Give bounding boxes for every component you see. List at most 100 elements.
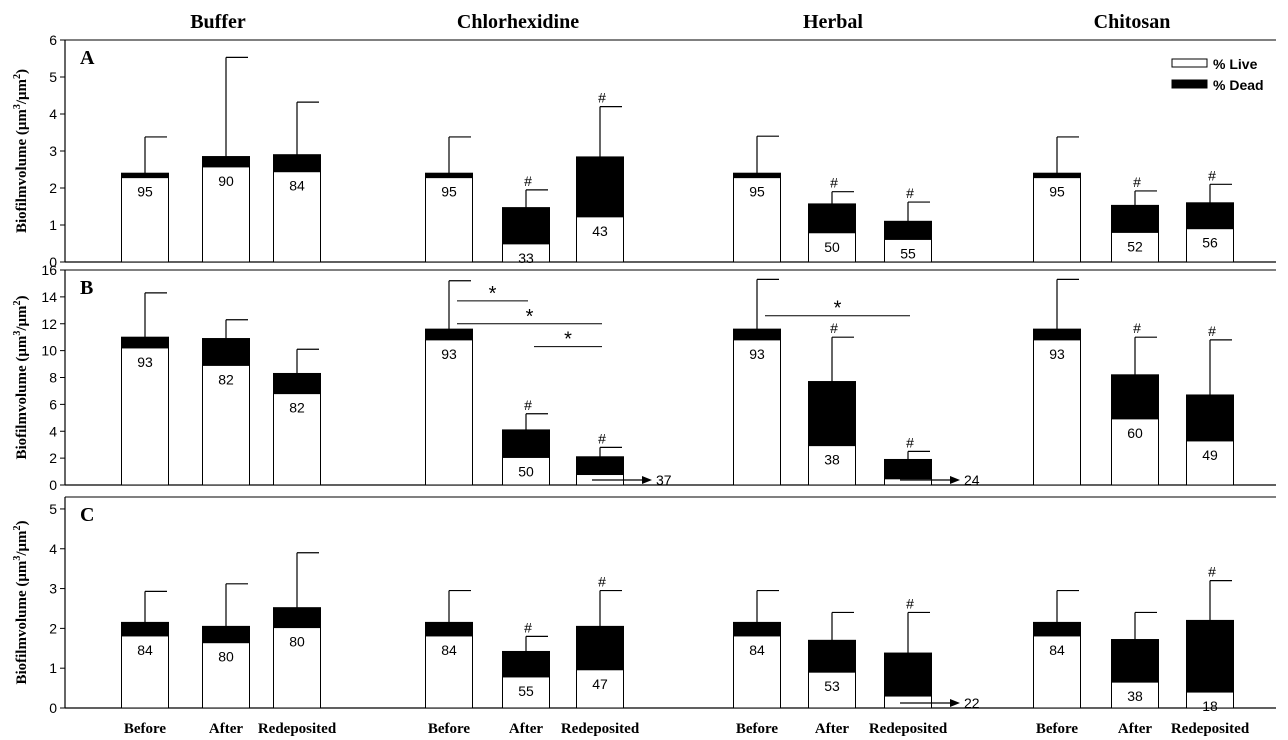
x-tick-label: Redeposited [258, 721, 337, 737]
bar-live-segment [1111, 231, 1159, 263]
bar-dead-segment [121, 336, 169, 349]
significance-star: * [526, 306, 534, 328]
significance-hash: # [598, 574, 606, 590]
y-tick-label: 1 [49, 660, 57, 676]
live-percent-label: 93 [749, 346, 765, 362]
bar-dead-segment [425, 621, 473, 637]
x-tick-label: After [1118, 721, 1152, 737]
live-percent-label: 55 [518, 683, 534, 699]
pct-arrow-head [950, 476, 960, 484]
bar-dead-segment [808, 203, 856, 234]
bar-live-segment [1186, 440, 1234, 486]
y-axis-label-part: Biofilmvolume (μm [14, 560, 30, 684]
live-percent-label: 47 [592, 676, 608, 692]
bar-live-segment [1186, 228, 1234, 263]
y-tick-label: 2 [49, 180, 57, 196]
x-tick-label: Before [736, 721, 779, 737]
bar-live-segment [202, 642, 250, 709]
bar-live-segment [121, 635, 169, 709]
y-axis-label-part: 2 [12, 300, 23, 305]
y-tick-label: 2 [49, 450, 57, 466]
legend: % Live % Dead [1171, 56, 1264, 93]
significance-hash: # [906, 185, 914, 201]
bar-live-segment [425, 339, 473, 486]
bar-dead-segment [1186, 202, 1234, 230]
bar-live-segment [502, 243, 550, 263]
y-axis-label: Biofilmvolume (μm3/μm2) [12, 520, 30, 684]
live-percent-label: 53 [824, 678, 840, 694]
live-percent-label: 50 [518, 463, 534, 479]
live-percent-label: 24 [964, 472, 980, 488]
bar-dead-segment [202, 625, 250, 644]
bar-live-segment [576, 669, 624, 709]
live-percent-label: 55 [900, 245, 916, 261]
y-tick-label: 0 [49, 700, 57, 716]
y-tick-label: 4 [49, 541, 57, 557]
bar-live-segment [502, 676, 550, 709]
bar-dead-segment [202, 156, 250, 168]
y-axis-label-part: /μm [14, 78, 30, 105]
live-percent-label: 90 [218, 173, 234, 189]
bar-dead-segment [1186, 394, 1234, 442]
treatment-title: Chlorhexidine [457, 11, 579, 33]
y-axis-label-part: Biofilmvolume (μm [14, 335, 30, 459]
live-percent-label: 43 [592, 223, 608, 239]
live-percent-label: 50 [824, 239, 840, 255]
legend-live-swatch [1171, 58, 1208, 68]
significance-hash: # [598, 430, 606, 446]
significance-hash: # [598, 90, 606, 106]
bar-live-segment [808, 232, 856, 263]
y-tick-label: 6 [49, 32, 57, 48]
bar-dead-segment [733, 172, 781, 179]
y-tick-label: 14 [41, 289, 57, 305]
y-tick-label: 0 [49, 254, 57, 270]
bar-live-segment [733, 177, 781, 263]
legend-dead-swatch [1171, 79, 1208, 89]
significance-hash: # [524, 173, 532, 189]
y-tick-label: 1 [49, 217, 57, 233]
bar-live-segment [121, 177, 169, 263]
y-axis-label-part: ) [14, 295, 30, 300]
y-axis-label-part: 3 [12, 556, 23, 561]
x-tick-label: Redeposited [561, 721, 640, 737]
live-percent-label: 22 [964, 695, 980, 711]
x-tick-label: Before [124, 721, 167, 737]
significance-star: * [489, 283, 497, 305]
live-percent-label: 37 [656, 472, 672, 488]
legend-live-label: % Live [1213, 56, 1258, 72]
bar-live-segment [1033, 635, 1081, 709]
bar-live-segment [808, 445, 856, 486]
y-tick-label: 6 [49, 396, 57, 412]
live-percent-label: 80 [218, 649, 234, 665]
live-percent-label: 80 [289, 634, 305, 650]
bar-live-segment [1033, 177, 1081, 263]
y-tick-label: 8 [49, 370, 57, 386]
live-percent-label: 93 [441, 346, 457, 362]
live-percent-label: 38 [824, 452, 840, 468]
bar-dead-segment [733, 328, 781, 341]
live-percent-label: 84 [749, 642, 765, 658]
bar-dead-segment [1033, 172, 1081, 179]
live-percent-label: 95 [441, 184, 457, 200]
y-axis-label-part: 2 [12, 525, 23, 530]
bar-dead-segment [1033, 328, 1081, 341]
bar-dead-segment [808, 381, 856, 447]
bar-live-segment [273, 627, 321, 709]
y-tick-label: 4 [49, 106, 57, 122]
y-axis-label-part: ) [14, 69, 30, 74]
live-percent-label: 52 [1127, 238, 1143, 254]
bar-live-segment [884, 478, 932, 486]
live-percent-label: 38 [1127, 688, 1143, 704]
significance-hash: # [1208, 564, 1216, 580]
y-axis-label: Biofilmvolume (μm3/μm2) [12, 295, 30, 459]
bar-dead-segment [884, 652, 932, 697]
bar-dead-segment [121, 172, 169, 179]
bar-dead-segment [502, 650, 550, 678]
bar-live-segment [425, 177, 473, 263]
bar-live-segment [273, 393, 321, 486]
y-tick-label: 0 [49, 477, 57, 493]
bar-dead-segment [1033, 621, 1081, 637]
